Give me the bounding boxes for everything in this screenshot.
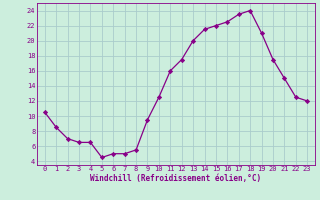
X-axis label: Windchill (Refroidissement éolien,°C): Windchill (Refroidissement éolien,°C) [91,174,261,183]
